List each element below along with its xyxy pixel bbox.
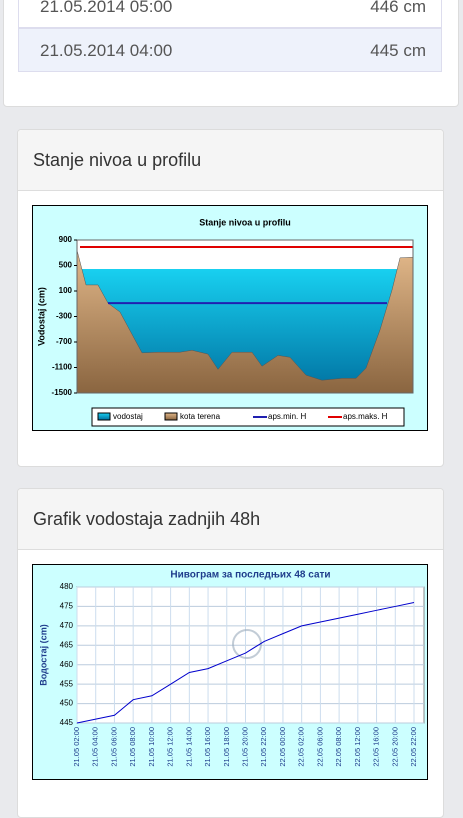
series-line	[76, 602, 415, 724]
legend-label: kota terena	[180, 412, 221, 421]
y-tick-label: 500	[59, 261, 73, 270]
y-tick-label: 470	[60, 621, 74, 630]
terrain	[76, 250, 414, 394]
legend-label: vodostaj	[113, 412, 143, 421]
logo	[232, 629, 262, 659]
chart-title: Stanje nivoa u profilu	[199, 217, 291, 227]
legend-swatch	[164, 412, 178, 421]
y-tick-label: 460	[60, 660, 74, 669]
x-tick-label: 21.05 16:00	[203, 727, 212, 767]
x-tick-label: 22.05 12:00	[353, 727, 362, 767]
x-tick-label: 21.05 04:00	[91, 727, 100, 767]
x-tick-label: 22.05 22:00	[409, 727, 418, 767]
panel-title: Stanje nivoa u profilu	[18, 130, 443, 191]
y-tick-label: -1500	[52, 388, 73, 397]
x-tick-label: 22.05 02:00	[297, 727, 306, 767]
x-tick-label: 21.05 08:00	[128, 727, 137, 767]
chart-title: Нивограм за последњих 48 сати	[170, 570, 330, 581]
y-tick-label: 445	[60, 718, 74, 727]
x-tick-label: 22.05 20:00	[390, 727, 399, 767]
y-tick-label: -300	[56, 312, 73, 321]
y-axis-label: Vodostaj (cm)	[36, 287, 46, 346]
table-row: 21.05.2014 05:00 446 cm	[18, 0, 442, 28]
legend-label: aps.min. H	[268, 412, 306, 421]
panel-title: Grafik vodostaja zadnjih 48h	[18, 489, 443, 550]
y-tick-label: 900	[59, 235, 73, 244]
x-tick-label: 21.05 18:00	[222, 727, 231, 767]
x-tick-label: 21.05 12:00	[166, 727, 175, 767]
plot-bg	[76, 586, 425, 724]
page: 21.05.2014 05:00 446 cm 21.05.2014 04:00…	[3, 0, 459, 818]
x-tick-label: 21.05 06:00	[109, 727, 118, 767]
y-tick-label: 475	[60, 602, 74, 611]
x-tick-label: 22.05 16:00	[372, 727, 381, 767]
x-tick-label: 21.05 22:00	[259, 727, 268, 767]
cell: 445 cm	[370, 41, 426, 60]
legend-swatch	[97, 412, 111, 421]
y-tick-label: 100	[59, 286, 73, 295]
y-tick-label: 465	[60, 640, 74, 649]
x-tick-label: 21.05 14:00	[184, 727, 193, 767]
cell: 446 cm	[370, 0, 426, 16]
y-axis-label: Водостај (cm)	[38, 624, 48, 685]
y-tick-label: 455	[60, 679, 74, 688]
cell: 21.05.2014 05:00	[40, 0, 173, 16]
line-chart: Нивограм за последњих 48 сати Водостај (c…	[32, 564, 428, 780]
cell: 21.05.2014 04:00	[40, 41, 173, 60]
x-tick-label: 21.05 02:00	[72, 727, 81, 767]
y-tick-label: -700	[56, 337, 73, 346]
table-row: 21.05.2014 04:00 445 cm	[18, 28, 442, 72]
y-tick-label: 450	[60, 699, 74, 708]
y-tick-label: -1100	[52, 363, 73, 372]
x-tick-label: 22.05 08:00	[334, 727, 343, 767]
x-tick-label: 22.05 06:00	[315, 727, 324, 767]
legend-label: aps.maks. H	[343, 412, 388, 421]
y-tick-label: 480	[60, 582, 74, 591]
profile-chart: Stanje nivoa u profilu Vodostaj (cm) 900 50…	[32, 205, 428, 431]
x-tick-label: 21.05 10:00	[147, 727, 156, 767]
x-tick-label: 21.05 20:00	[240, 727, 249, 767]
x-tick-label: 22.05 00:00	[278, 727, 287, 767]
